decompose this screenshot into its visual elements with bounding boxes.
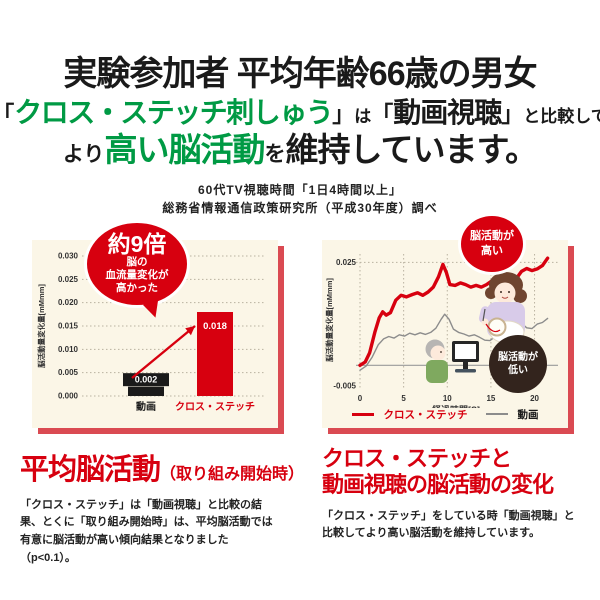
y-tick-label: 0.025 xyxy=(58,275,79,284)
left-text-section: 平均脳活動（取り組み開始時） 「クロス・ステッチ」は「動画視聴」と比較の結果、と… xyxy=(20,446,304,567)
y-tick-label: 0.005 xyxy=(58,368,79,377)
x-tick-label: 20 xyxy=(530,394,539,403)
category-label: クロス・ステッチ xyxy=(175,401,255,413)
y-tick-label: -0.005 xyxy=(333,381,356,390)
high-brain-activity-text: 高い脳活動 xyxy=(104,130,265,168)
arrow-head xyxy=(185,325,195,335)
charts-row: 0.000 0.005 0.010 0.015 0.020 0.025 0.030 脳活動量変… xyxy=(0,212,600,428)
maintain-text: 維持しています。 xyxy=(285,130,538,168)
category-label: 動画 xyxy=(136,400,156,413)
particle-wa: は xyxy=(354,106,372,126)
bar-cross-stitch xyxy=(197,311,233,396)
bar-value-label: 0.018 xyxy=(203,321,227,332)
nine-times-caption: 脳の 血流量変化が 高かった xyxy=(105,256,169,295)
right-section-heading: クロス・ステッチと 動画視聴の脳活動の変化 xyxy=(322,445,554,498)
left-section-heading: 平均脳活動（取り組み開始時） xyxy=(20,446,304,488)
source-line1: 60代TV視聴時間「1日4時間以上」 xyxy=(197,182,403,197)
y-tick-label: 0.020 xyxy=(58,298,79,307)
bracket-open: 「 xyxy=(0,102,14,127)
video-line-swatch xyxy=(485,413,508,416)
headline-line3: より 高い脳活動を維持しています。 xyxy=(0,132,600,168)
headline: 実験参加者 平均年齢66歳の男女 「クロス・ステッチ刺しゅう」は「動画視聴」と比… xyxy=(0,56,600,168)
left-heading-main: 平均脳活動 xyxy=(20,453,161,486)
comparison-arrow xyxy=(131,324,196,379)
bar-video xyxy=(128,386,164,396)
y-tick-label: 0.030 xyxy=(58,251,79,260)
infographic-page: 実験参加者 平均年齢66歳の男女 「クロス・ステッチ刺しゅう」は「動画視聴」と比… xyxy=(0,56,600,600)
y-axis-label: 脳活動量変化量[mMmm] xyxy=(36,283,46,368)
y-axis-label: 脳活動量変化量[mMmm] xyxy=(324,277,334,362)
headline-line2: 「クロス・ステッチ刺しゅう」は「動画視聴」と比較して xyxy=(0,96,600,128)
bar-chart-panel: 0.000 0.005 0.010 0.015 0.020 0.025 0.030 脳活動量変… xyxy=(32,219,278,428)
high-activity-bubble: 脳活動が 高い xyxy=(458,212,526,275)
nine-times-value: 約9倍 xyxy=(107,231,167,257)
bar-value-label: 0.002 xyxy=(135,374,158,384)
y-tick-label: 0.010 xyxy=(58,345,79,354)
bracket-close2: 」 xyxy=(501,101,524,127)
left-heading-paren: （取り組み開始時） xyxy=(160,465,305,483)
video-watching-text: 動画視聴 xyxy=(393,96,502,128)
legend-cross-stitch-label: クロス・ステッチ xyxy=(383,408,468,421)
y-tick-label: 0.025 xyxy=(336,258,357,267)
x-tick-label: 15 xyxy=(486,394,495,403)
survey-source: 60代TV視聴時間「1日4時間以上」 総務省情報通信政策研究所（平成30年度）調… xyxy=(0,181,600,218)
legend-video-label: 動画 xyxy=(517,408,539,421)
x-tick-label: 0 xyxy=(358,394,363,403)
right-section-body: 「クロス・ステッチ」をしている時「動画視聴」と比較してより高い脳活動を維持してい… xyxy=(322,509,575,540)
source-line2: 総務省情報通信政策研究所（平成30年度）調べ xyxy=(162,201,438,216)
particle-wo: を xyxy=(264,142,286,166)
text-sections-row: 平均脳活動（取り組み開始時） 「クロス・ステッチ」は「動画視聴」と比較の結果、と… xyxy=(0,446,600,567)
right-text-section: クロス・ステッチと 動画視聴の脳活動の変化 「クロス・ステッチ」をしている時「動… xyxy=(322,446,580,567)
x-axis-label: 経過時間[S] xyxy=(432,404,480,408)
chart-legend: クロス・ステッチ 動画 xyxy=(322,407,568,422)
nine-times-speech-bubble: 約9倍 脳の 血流量変化が 高かった xyxy=(84,219,190,320)
low-activity-bubble: 脳活動が 低い xyxy=(489,334,547,393)
bracket-close: 」 xyxy=(332,101,355,127)
cross-stitch-line-swatch xyxy=(351,412,374,416)
left-section-body: 「クロス・ステッチ」は「動画視聴」と比較の結果、とくに「取り組み開始時」は、平均… xyxy=(20,498,273,564)
bracket-open2: 「 xyxy=(371,101,394,127)
cross-stitch-text: クロス・ステッチ刺しゅう xyxy=(14,96,334,128)
x-tick-label: 5 xyxy=(401,394,406,403)
headline-line1: 実験参加者 平均年齢66歳の男女 xyxy=(63,55,537,93)
x-tick-label: 10 xyxy=(443,394,452,403)
line-chart-panel: 0 5 10 15 20 0.025 -0.005 脳活動量変化量[mMmm] 経過時間[S] xyxy=(322,212,568,428)
y-tick-label: 0.000 xyxy=(58,391,79,400)
compare-text: と比較して xyxy=(523,106,600,126)
y-tick-label: 0.015 xyxy=(58,321,79,330)
yori-text: より xyxy=(62,142,105,166)
